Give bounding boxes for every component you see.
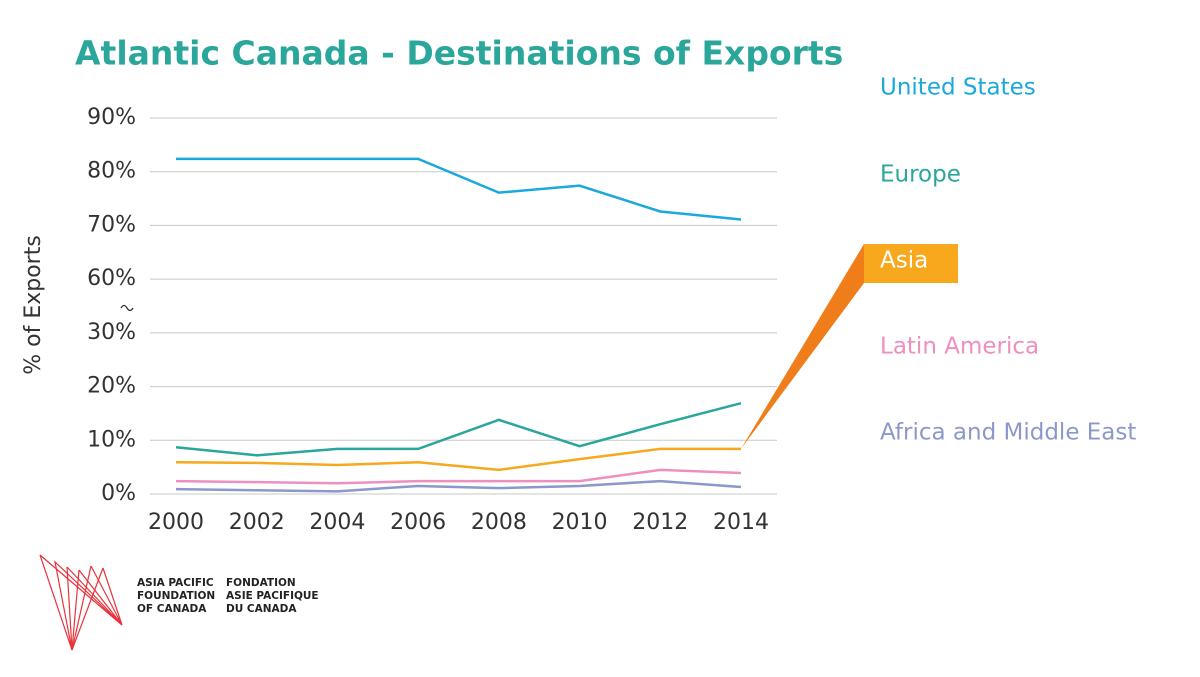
legend-label: United States	[880, 75, 1036, 101]
legend-highlight	[864, 244, 958, 283]
series-line	[175, 402, 742, 457]
series-line	[175, 479, 742, 493]
logo-text: FONDATION	[226, 577, 296, 589]
chart-title: Atlantic Canada - Destinations of Export…	[75, 34, 843, 73]
y-tick-label: 30%	[87, 320, 136, 345]
y-axis-label: % of Exports	[21, 235, 46, 375]
x-tick-label: 2008	[471, 510, 527, 535]
x-tick-label: 2010	[552, 510, 608, 535]
logo-text: OF CANADA	[137, 603, 207, 615]
y-tick-label: 0%	[101, 481, 136, 506]
series-line	[175, 447, 741, 472]
y-tick-label: 20%	[87, 374, 136, 399]
logo-text: ASIE PACIFIQUE	[226, 590, 319, 602]
y-tick-label: 60%	[87, 266, 136, 291]
y-tick-label: 70%	[87, 212, 136, 237]
x-tick-label: 2002	[229, 510, 285, 535]
series-line	[175, 468, 742, 485]
logo-mark	[39, 554, 123, 651]
y-tick-label: 80%	[87, 159, 136, 184]
axis-break	[120, 304, 134, 312]
y-tick-label: 90%	[87, 105, 136, 130]
legend-label: Latin America	[880, 334, 1039, 360]
legend-label: Asia	[880, 248, 928, 274]
x-tick-label: 2014	[713, 510, 769, 535]
x-tick-label: 2012	[632, 510, 688, 535]
x-tick-label: 2000	[148, 510, 204, 535]
legend-label: Europe	[880, 162, 961, 188]
y-tick-label: 10%	[87, 427, 136, 452]
logo-text: FOUNDATION	[137, 590, 215, 602]
x-tick-label: 2006	[390, 510, 446, 535]
x-tick-label: 2004	[309, 510, 365, 535]
logo-text: DU CANADA	[226, 603, 297, 615]
callout-wedge	[741, 244, 864, 449]
logo-text: ASIA PACIFIC	[137, 577, 214, 589]
legend-label: Africa and Middle East	[880, 420, 1136, 446]
series-line	[176, 157, 742, 221]
